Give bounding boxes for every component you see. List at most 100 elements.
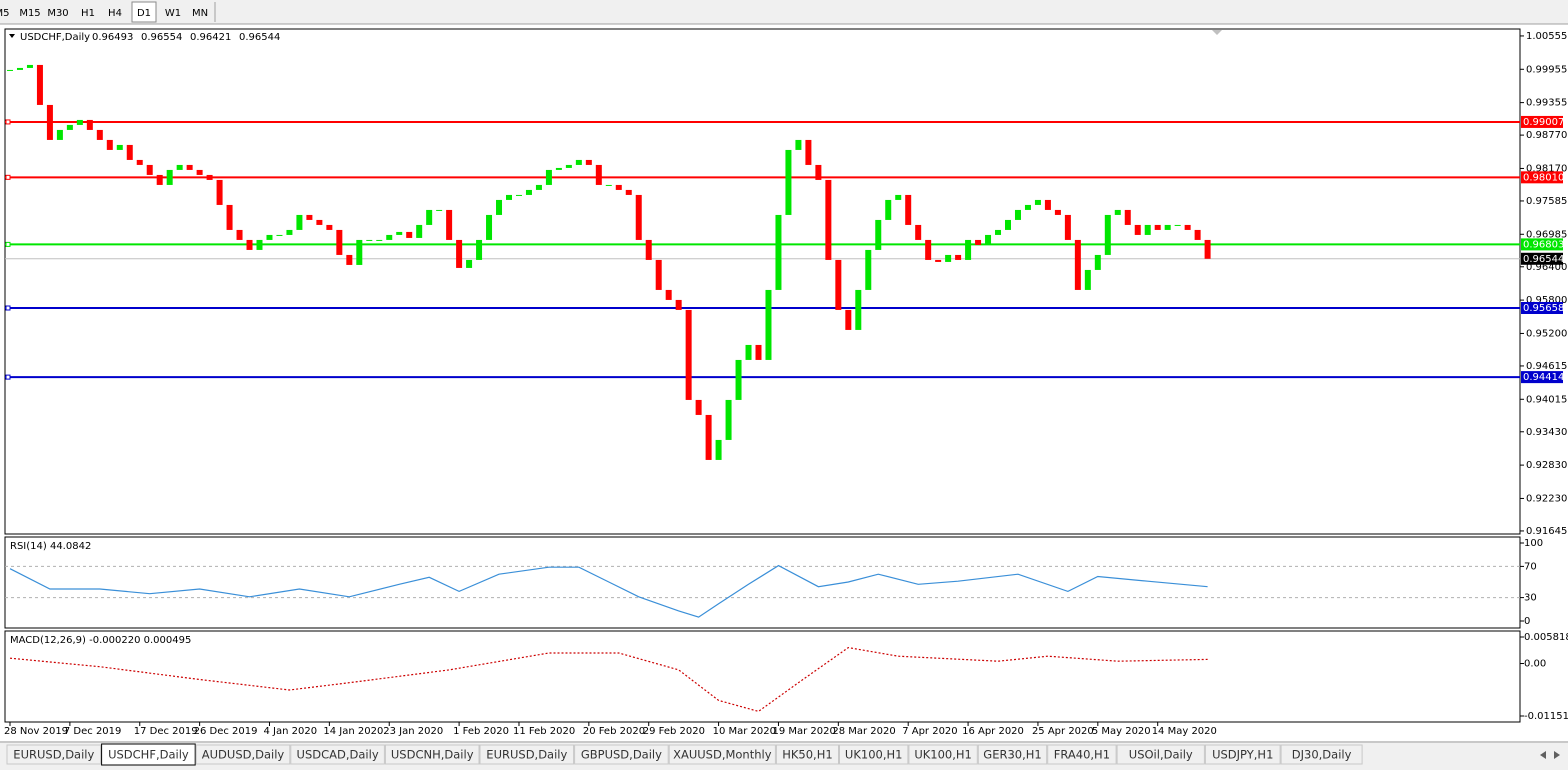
y-tick-label: 0.005818 bbox=[1524, 632, 1568, 643]
indicator-line bbox=[9, 646, 1208, 713]
tab-label[interactable]: DJ30,Daily bbox=[1292, 748, 1352, 762]
candle-body bbox=[1094, 254, 1101, 270]
candle-body bbox=[126, 144, 133, 160]
x-tick-label: 23 Jan 2020 bbox=[383, 726, 443, 737]
y-tick-label: 100 bbox=[1524, 538, 1543, 549]
tab[interactable] bbox=[1204, 744, 1281, 765]
candle-body bbox=[246, 239, 253, 250]
candle-body bbox=[1194, 229, 1201, 240]
x-tick-label: 17 Dec 2019 bbox=[134, 726, 198, 737]
tab[interactable] bbox=[479, 744, 575, 765]
candle-body bbox=[116, 144, 123, 150]
tab-label[interactable]: GBPUSD,Daily bbox=[581, 748, 662, 762]
tab[interactable] bbox=[839, 744, 909, 765]
candle-body bbox=[306, 214, 313, 220]
indicator-title: RSI(14) 44.0842 bbox=[10, 541, 91, 552]
x-tick-label: 14 Jan 2020 bbox=[323, 726, 383, 737]
candle-body bbox=[346, 254, 353, 265]
tab-scroll-left[interactable] bbox=[1540, 751, 1546, 759]
x-tick-label: 16 Apr 2020 bbox=[962, 726, 1024, 737]
ohlc-value: 0.96493 bbox=[92, 32, 133, 43]
candle-body bbox=[216, 179, 223, 205]
tab[interactable] bbox=[384, 744, 480, 765]
tab-label[interactable]: USOil,Daily bbox=[1129, 748, 1193, 762]
candle-body bbox=[446, 209, 453, 240]
tab[interactable] bbox=[1047, 744, 1117, 765]
candle-body bbox=[815, 164, 822, 180]
candle-body bbox=[436, 209, 443, 211]
tab-label[interactable]: EURUSD,Daily bbox=[13, 748, 94, 762]
tab-label[interactable]: XAUUSD,Monthly bbox=[673, 748, 772, 762]
tab-scroll-right[interactable] bbox=[1554, 751, 1560, 759]
x-tick-label: 14 May 2020 bbox=[1152, 726, 1217, 737]
tab[interactable] bbox=[977, 744, 1048, 765]
tab[interactable] bbox=[6, 744, 102, 765]
candle-body bbox=[476, 239, 483, 260]
candle-body bbox=[945, 254, 952, 262]
tab-label[interactable]: USDCNH,Daily bbox=[391, 748, 474, 762]
tab-label[interactable]: AUDUSD,Daily bbox=[202, 748, 285, 762]
candle-body bbox=[156, 174, 163, 185]
tab-label[interactable]: USDJPY,H1 bbox=[1212, 748, 1273, 762]
y-tick-label: 0.96400 bbox=[1526, 262, 1567, 273]
tab-label[interactable]: UK100,H1 bbox=[845, 748, 903, 762]
ohlc-value: 0.96554 bbox=[141, 32, 182, 43]
candle-body bbox=[426, 209, 433, 225]
candle-body bbox=[356, 239, 363, 265]
timeframe-button[interactable]: W1 bbox=[165, 8, 181, 19]
tab[interactable] bbox=[574, 744, 669, 765]
timeframe-button[interactable]: M30 bbox=[47, 8, 68, 19]
tab[interactable] bbox=[195, 744, 291, 765]
current-price-label: 0.96544 bbox=[1523, 254, 1564, 265]
tab[interactable] bbox=[1280, 744, 1363, 765]
y-tick-label: 0.99955 bbox=[1526, 64, 1567, 75]
candle-body bbox=[486, 214, 493, 240]
candle-body bbox=[376, 239, 383, 241]
candle-body bbox=[1024, 204, 1031, 210]
tab-label[interactable]: USDCAD,Daily bbox=[297, 748, 379, 762]
candle-body bbox=[1174, 224, 1181, 226]
tab-label[interactable]: GER30,H1 bbox=[983, 748, 1041, 762]
tab[interactable] bbox=[101, 743, 196, 766]
x-tick-label: 28 Mar 2020 bbox=[832, 726, 895, 737]
timeframe-button[interactable]: H4 bbox=[108, 8, 122, 19]
timeframe-button[interactable]: M5 bbox=[0, 8, 10, 19]
candle-body bbox=[46, 104, 53, 140]
tab[interactable] bbox=[1116, 744, 1205, 765]
tab[interactable] bbox=[908, 744, 978, 765]
timeframe-button[interactable]: M15 bbox=[19, 8, 40, 19]
timeframe-button[interactable]: H1 bbox=[81, 8, 95, 19]
level-anchor bbox=[5, 305, 11, 311]
candle-body bbox=[845, 309, 852, 330]
y-tick-label: 0.91645 bbox=[1526, 526, 1567, 537]
tab[interactable] bbox=[668, 744, 776, 765]
y-tick-label: 0.98770 bbox=[1526, 130, 1567, 141]
candle-body bbox=[835, 259, 842, 310]
candle-body bbox=[575, 159, 582, 165]
tab-label[interactable]: EURUSD,Daily bbox=[486, 748, 567, 762]
candle-body bbox=[196, 169, 203, 175]
x-tick-label: 7 Apr 2020 bbox=[902, 726, 957, 737]
tab[interactable] bbox=[290, 744, 385, 765]
tab-label[interactable]: UK100,H1 bbox=[914, 748, 972, 762]
y-tick-label: 70 bbox=[1524, 561, 1537, 572]
candle-body bbox=[1204, 239, 1211, 259]
timeframe-button[interactable]: D1 bbox=[137, 8, 151, 19]
ohlc-value: 0.96421 bbox=[190, 32, 231, 43]
candle-body bbox=[1114, 209, 1121, 215]
tab-label[interactable]: HK50,H1 bbox=[782, 748, 832, 762]
candle-body bbox=[875, 219, 882, 250]
timeframe-button[interactable]: MN bbox=[192, 8, 208, 19]
candle-body bbox=[905, 194, 912, 225]
candle-body bbox=[176, 164, 183, 170]
candle-body bbox=[985, 234, 992, 245]
candle-body bbox=[1044, 199, 1051, 210]
y-tick-label: 30 bbox=[1524, 593, 1537, 604]
candle-body bbox=[296, 214, 303, 230]
tab[interactable] bbox=[775, 744, 840, 765]
candle-body bbox=[76, 119, 83, 125]
tab-label[interactable]: FRA40,H1 bbox=[1054, 748, 1110, 762]
candle-body bbox=[585, 159, 592, 165]
tab-label[interactable]: USDCHF,Daily bbox=[108, 748, 189, 762]
candle-body bbox=[7, 69, 13, 71]
